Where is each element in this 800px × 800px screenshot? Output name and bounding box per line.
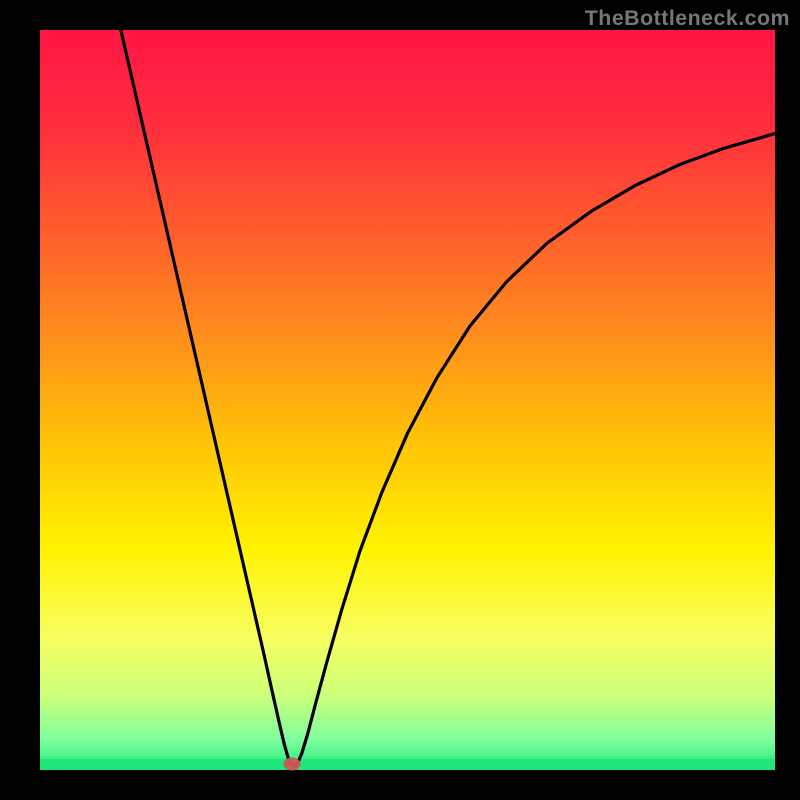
watermark-text: TheBottleneck.com <box>585 6 790 31</box>
gradient-background <box>40 30 775 770</box>
plot-area <box>40 30 775 770</box>
minimum-marker <box>284 758 301 771</box>
bottleneck-curve <box>121 30 775 766</box>
chart-frame: TheBottleneck.com <box>0 0 800 800</box>
chart-svg <box>40 30 775 770</box>
green-cap-band <box>40 759 775 770</box>
